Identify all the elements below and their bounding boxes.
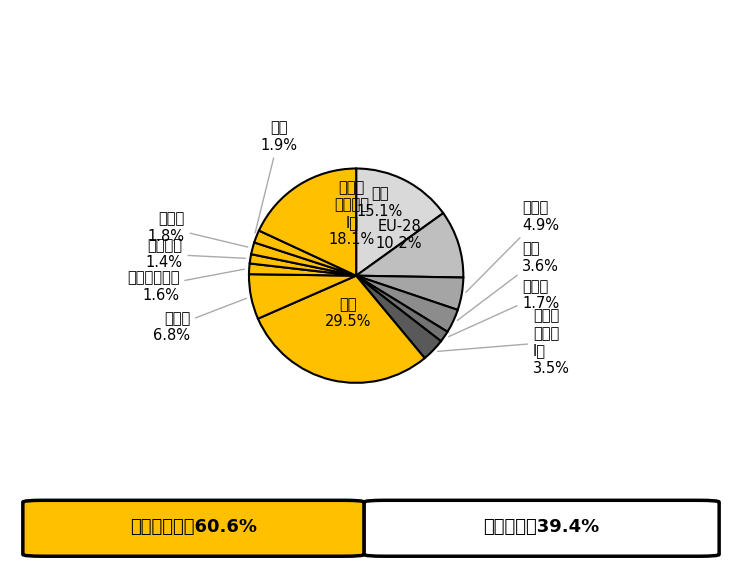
Text: カナダ
1.7%: カナダ 1.7% xyxy=(449,279,559,337)
FancyBboxPatch shape xyxy=(364,501,719,556)
Wedge shape xyxy=(259,168,356,276)
Wedge shape xyxy=(258,276,424,383)
Text: インドネシア
1.6%: インドネシア 1.6% xyxy=(127,269,244,303)
Text: EU-28
10.2%: EU-28 10.2% xyxy=(375,219,422,251)
Wedge shape xyxy=(255,231,356,276)
Wedge shape xyxy=(356,276,441,358)
Text: ブラジル
1.4%: ブラジル 1.4% xyxy=(145,238,246,271)
Wedge shape xyxy=(252,242,356,276)
Wedge shape xyxy=(250,254,356,276)
Wedge shape xyxy=(356,276,463,310)
Wedge shape xyxy=(356,276,458,332)
Wedge shape xyxy=(356,168,443,276)
Text: その他
非付属書
I国
18.1%: その他 非付属書 I国 18.1% xyxy=(329,180,375,247)
Text: 附属書Ｉ国39.4%: 附属書Ｉ国39.4% xyxy=(484,518,600,536)
Wedge shape xyxy=(249,274,356,319)
FancyBboxPatch shape xyxy=(23,501,364,556)
Text: ロシア
4.9%: ロシア 4.9% xyxy=(466,201,559,292)
Text: 日本
3.6%: 日本 3.6% xyxy=(457,241,559,320)
Wedge shape xyxy=(356,213,463,277)
Wedge shape xyxy=(356,276,447,341)
Text: 非附属書Ｉ国60.6%: 非附属書Ｉ国60.6% xyxy=(130,518,257,536)
Text: イラン
1.8%: イラン 1.8% xyxy=(148,211,248,247)
Text: 韓国
1.9%: 韓国 1.9% xyxy=(255,120,298,233)
Text: インド
6.8%: インド 6.8% xyxy=(153,298,246,344)
Text: 米国
15.1%: 米国 15.1% xyxy=(357,186,403,219)
Wedge shape xyxy=(249,263,356,276)
Text: その他
付属書
I国
3.5%: その他 付属書 I国 3.5% xyxy=(438,308,570,376)
Text: 中国
29.5%: 中国 29.5% xyxy=(324,297,371,329)
